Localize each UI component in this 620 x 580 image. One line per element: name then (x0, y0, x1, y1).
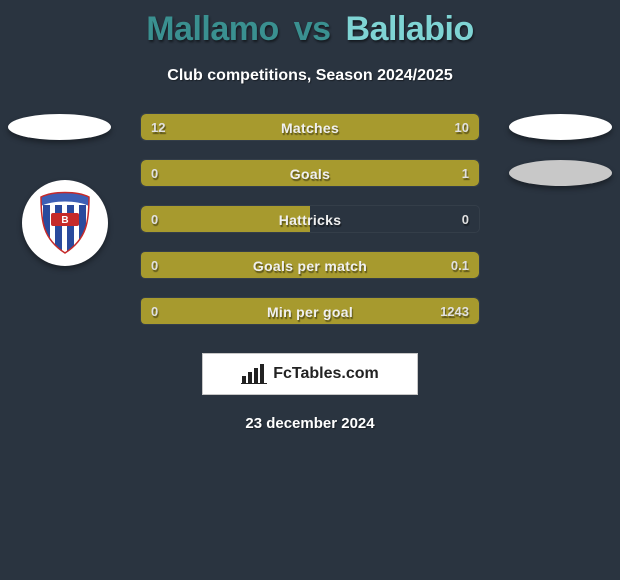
stat-row: 01243Min per goal (140, 297, 480, 325)
stat-label: Goals (141, 160, 479, 187)
svg-text:B: B (61, 215, 68, 226)
stat-row: 01Goals (140, 159, 480, 187)
stat-label: Hattricks (141, 206, 479, 233)
date-text: 23 december 2024 (0, 415, 620, 432)
branding-box[interactable]: FcTables.com (202, 353, 418, 395)
vs-text: vs (294, 10, 331, 48)
player2-name: Ballabio (346, 10, 474, 48)
stat-bars: 1210Matches 01Goals 00Hattricks 00.1Goals p… (140, 113, 480, 343)
shield-icon: B (37, 191, 93, 255)
comparison-title: Mallamo vs Ballabio (0, 0, 620, 49)
branding-text: FcTables.com (273, 365, 379, 383)
player1-silhouette-icon (8, 114, 111, 140)
player2-club-silhouette-icon (509, 160, 612, 186)
stats-area: B 1210Matches 01Goals 00Hattricks 00.1Goals… (0, 113, 620, 343)
stat-row: 00Hattricks (140, 205, 480, 233)
stat-label: Min per goal (141, 298, 479, 325)
stat-row: 1210Matches (140, 113, 480, 141)
player1-name: Mallamo (146, 10, 279, 48)
stat-label: Goals per match (141, 252, 479, 279)
player1-club-badge: B (22, 180, 108, 266)
bar-chart-icon (241, 364, 267, 384)
subtitle: Club competitions, Season 2024/2025 (0, 67, 620, 85)
stat-row: 00.1Goals per match (140, 251, 480, 279)
stat-label: Matches (141, 114, 479, 141)
player2-silhouette-icon (509, 114, 612, 140)
